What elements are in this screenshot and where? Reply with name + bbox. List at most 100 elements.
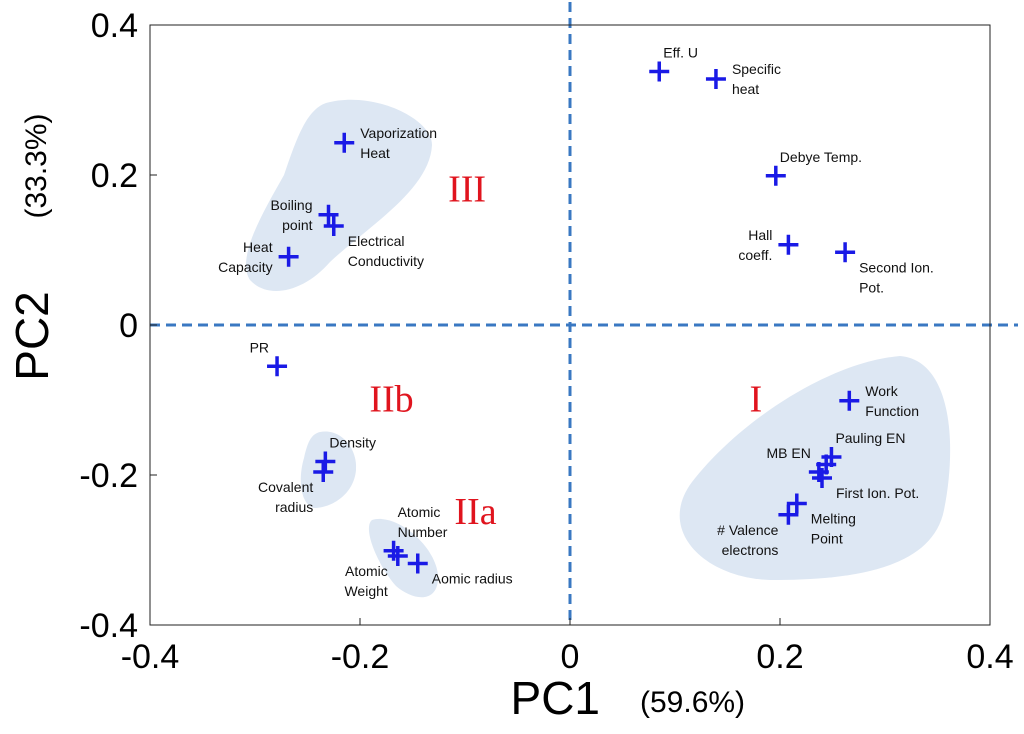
point-marker <box>765 165 786 186</box>
point-label: Aomic radius <box>432 571 513 587</box>
point-label: Density <box>329 435 376 451</box>
x-tick-label: -0.2 <box>331 638 390 676</box>
point-label: Heat <box>360 145 390 161</box>
point-label: Pot. <box>859 279 884 295</box>
data-point: Electrical Conductivity <box>323 216 424 269</box>
point-marker <box>267 356 288 377</box>
y-tick-label: -0.4 <box>79 607 138 645</box>
data-point: First Ion. Pot. <box>812 468 919 501</box>
point-marker <box>649 61 670 82</box>
point-marker <box>318 204 339 225</box>
data-point: Vaporization Heat <box>334 125 437 161</box>
point-label: Eff. U <box>663 45 698 61</box>
point-marker <box>778 504 799 525</box>
point-label: Second Ion. <box>859 259 934 275</box>
data-point: Boiling point <box>270 197 339 233</box>
x-axis-percent: (59.6%) <box>640 686 745 719</box>
x-axis-title: PC1 (59.6%) <box>511 672 746 724</box>
point-label: PR <box>250 339 269 355</box>
point-label: Weight <box>344 583 387 599</box>
x-axis-ticks: -0.4 -0.2 0 0.2 0.4 <box>121 618 1014 676</box>
point-label: Number <box>398 524 448 540</box>
cluster-regions <box>246 99 951 598</box>
cluster-region-iib <box>300 431 357 508</box>
y-axis-label: PC2 <box>6 291 58 380</box>
point-marker <box>334 132 355 153</box>
group-label: IIb <box>369 378 413 420</box>
data-point: Eff. U <box>649 45 698 82</box>
point-label: Point <box>811 531 843 547</box>
x-tick-label: 0.4 <box>966 638 1013 676</box>
group-label: I <box>750 378 763 420</box>
data-point: Aomic radius <box>407 553 513 587</box>
y-tick-label: 0 <box>119 307 138 345</box>
x-axis-label: PC1 <box>511 672 600 724</box>
point-label: Function <box>865 403 919 419</box>
data-points: Eff. U Specific heat Debye Temp. Hall coeff. S… <box>218 45 934 600</box>
point-marker <box>315 451 336 472</box>
point-marker <box>812 468 832 488</box>
data-point: Covalent radius <box>258 462 334 515</box>
point-label: Specific <box>732 61 781 77</box>
point-label: Electrical <box>348 233 405 249</box>
y-axis-percent: (33.3%) <box>20 113 53 218</box>
point-marker <box>778 234 799 255</box>
cluster-region-iia <box>368 518 439 598</box>
data-point: Heat Capacity <box>218 239 299 275</box>
point-label: Atomic <box>398 504 441 520</box>
point-label: Covalent <box>258 479 313 495</box>
point-label: Debye Temp. <box>780 149 862 165</box>
point-label: Conductivity <box>348 253 424 269</box>
data-point: Atomic Weight <box>344 546 408 599</box>
cluster-region-iii <box>246 99 432 292</box>
point-label: point <box>282 217 312 233</box>
point-marker <box>839 390 860 411</box>
point-marker <box>323 216 344 236</box>
point-label: coeff. <box>738 247 772 263</box>
point-label: First Ion. Pot. <box>836 485 919 501</box>
y-tick-label: 0.2 <box>91 157 138 195</box>
point-marker <box>387 546 408 566</box>
y-axis-ticks: 0.4 0.2 0 -0.2 -0.4 <box>79 7 157 645</box>
point-marker <box>835 242 856 263</box>
point-label: Capacity <box>218 259 272 275</box>
group-label: III <box>448 168 486 210</box>
point-label: Melting <box>811 511 856 527</box>
point-label: radius <box>275 499 313 515</box>
point-marker <box>313 462 334 482</box>
x-tick-label: -0.4 <box>121 638 180 676</box>
point-marker <box>407 553 428 574</box>
point-label: heat <box>732 81 759 97</box>
x-tick-label: 0 <box>561 638 580 676</box>
point-marker <box>278 246 299 267</box>
data-point: Hall coeff. <box>738 227 799 263</box>
point-marker <box>705 69 726 89</box>
group-label: IIa <box>454 491 496 533</box>
point-label: Vaporization <box>360 125 437 141</box>
x-tick-label: 0.2 <box>756 638 803 676</box>
data-point: Work Function <box>839 383 919 419</box>
point-label: Atomic <box>345 563 388 579</box>
data-point: # Valence electrons <box>717 504 799 558</box>
y-tick-label: -0.2 <box>79 457 138 495</box>
point-label: MB EN <box>767 445 811 461</box>
y-axis-title: PC2 (33.3%) <box>6 113 58 380</box>
data-point: Specific heat <box>705 61 781 97</box>
y-tick-label: 0.4 <box>91 7 138 45</box>
point-label: Hall <box>748 227 772 243</box>
cluster-region-i <box>679 356 951 580</box>
point-marker <box>786 493 807 514</box>
data-point: PR <box>250 339 288 377</box>
point-label: Heat <box>243 239 273 255</box>
group-labels: III IIb IIa I <box>369 168 762 533</box>
point-label: Work <box>865 383 898 399</box>
point-label: # Valence <box>717 522 778 538</box>
point-label: Pauling EN <box>835 430 905 446</box>
data-point: Debye Temp. <box>765 149 862 186</box>
data-point: Density <box>315 435 376 472</box>
point-label: Boiling <box>270 197 312 213</box>
zero-lines <box>150 2 1018 625</box>
point-label: electrons <box>722 542 779 558</box>
data-point: Second Ion. Pot. <box>835 242 934 295</box>
